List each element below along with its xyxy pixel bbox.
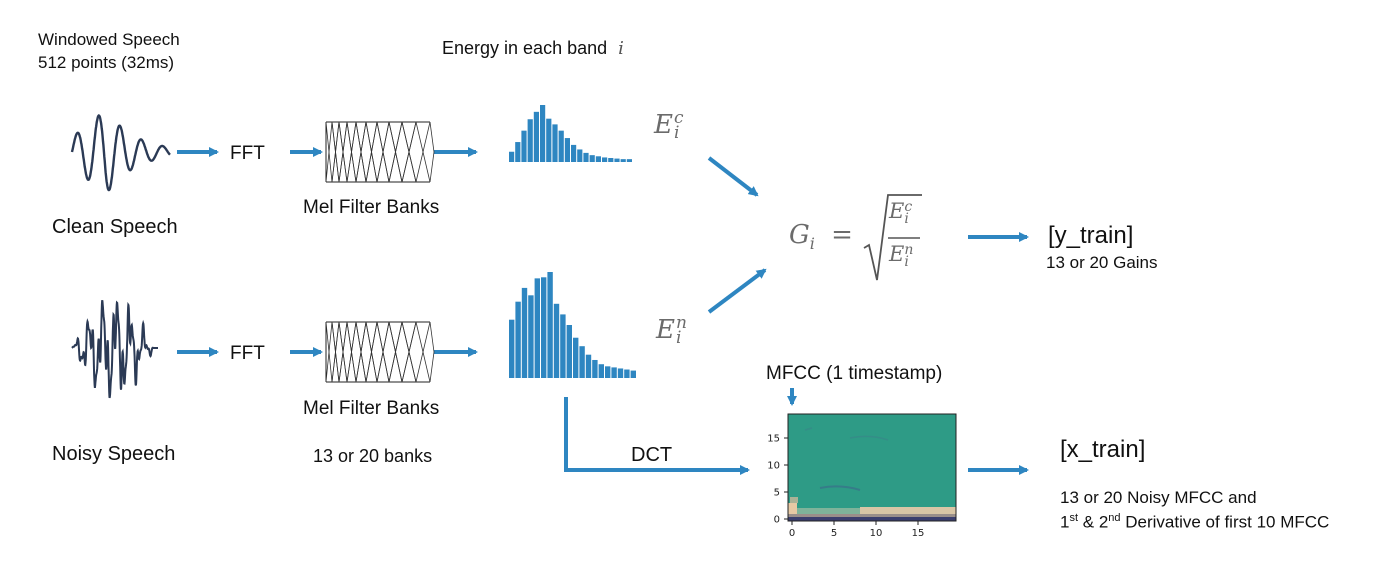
energy-bar [585,354,592,378]
arrow-en-to-gain [707,268,767,314]
windowed-points-label: 512 points (32ms) [38,53,175,72]
energy-bar [626,159,632,162]
mfcc-x-tick-label: 15 [912,528,925,539]
en-sub: i [675,328,682,348]
energy-bar [558,130,564,162]
energy-bar [583,152,589,162]
mfcc-axis-ticks: 0 5 10 15 0 5 10 15 [767,434,924,540]
clean-speech-label: Clean Speech [52,216,178,238]
mfcc-y-tick-label: 10 [767,461,780,472]
mel-top-label: Mel Filter Banks [303,197,440,218]
energy-bar [553,303,560,378]
mfcc-y-tick-label: 0 [774,515,780,526]
energy-index-symbol: i [618,38,624,59]
mfcc-x-tick-label: 10 [870,528,883,539]
energy-bar [547,272,553,378]
windowed-speech-label: Windowed Speech [38,30,180,49]
energy-bar [602,157,608,162]
gain-symbol: Gi = [789,220,853,253]
noisy-speech-waveform-icon [71,300,158,399]
g-base: G [789,220,810,250]
energy-bar [534,278,540,378]
arrow-ec-to-gain [707,156,759,197]
energy-bar [624,369,630,378]
noisy-speech-label: Noisy Speech [52,443,176,465]
energy-bar [630,370,636,378]
energy-bar [533,111,539,162]
fft-top-label: FFT [230,143,265,164]
clean-speech-waveform-icon [70,114,171,192]
mel-filter-bank-bottom-icon [325,321,435,383]
energy-bar [589,155,595,162]
energy-bar [571,144,577,162]
energy-bar [521,130,527,162]
noisy-energy-histogram [509,272,636,378]
ec-sup: c [673,108,684,128]
mfcc-title-label: MFCC (1 timestamp) [766,363,943,384]
energy-bar [617,368,624,378]
energy-bar [573,337,579,378]
energy-bar [541,277,547,378]
energy-bar [611,367,617,378]
energy-bar [521,287,528,378]
equals-sign: = [831,220,853,250]
energy-bar [566,325,572,378]
energy-bar [515,301,521,378]
y-train-label: [y_train] [1048,222,1134,249]
clean-energy-histogram [509,105,632,162]
energy-bar [605,366,611,378]
mfcc-heatmap [787,413,957,522]
mfcc-y-tick-label: 5 [774,488,780,499]
x-desc-line2: 1st & 2nd Derivative of first 10 MFCC [1060,512,1330,532]
mel-bottom-label: Mel Filter Banks [303,398,440,419]
en-sup: n [675,313,687,333]
energy-bar [620,159,626,162]
energy-bar [577,149,583,162]
g-sub: i [809,234,815,254]
energy-bar [614,158,620,162]
mfcc-x-tick-label: 0 [789,528,795,539]
energy-title-label: Energy in each band i [442,38,624,59]
energy-bar [515,142,521,162]
sqrt-symbol [863,194,922,281]
mfcc-y-tick-label: 15 [767,434,780,445]
energy-bar [564,138,570,162]
energy-bar [560,314,566,378]
en-base: E [656,315,675,345]
x-train-label: [x_train] [1060,436,1146,463]
ec-sub: i [673,123,680,143]
energy-bar [579,346,585,378]
energy-bar [528,295,534,378]
energy-bar [598,364,604,378]
x-desc-line1: 13 or 20 Noisy MFCC and [1060,488,1257,507]
energy-bar [540,105,546,162]
energy-bar [509,319,515,378]
energy-title-text: Energy in each band [442,38,608,58]
ec-base: E [654,110,673,140]
arrow-dct-path [564,397,750,475]
energy-bar [595,156,601,162]
banks-count-label: 13 or 20 banks [313,446,433,466]
energy-bar [509,151,515,162]
mfcc-x-tick-label: 5 [831,528,837,539]
energy-bar [546,118,552,162]
gains-label: 13 or 20 Gains [1046,253,1158,272]
energy-bar [552,124,558,162]
dct-label: DCT [631,444,673,466]
mel-filter-bank-top-icon [325,121,435,183]
energy-bar [527,119,533,162]
energy-bar [608,158,614,162]
fft-bottom-label: FFT [230,343,265,364]
energy-bar [592,359,598,378]
